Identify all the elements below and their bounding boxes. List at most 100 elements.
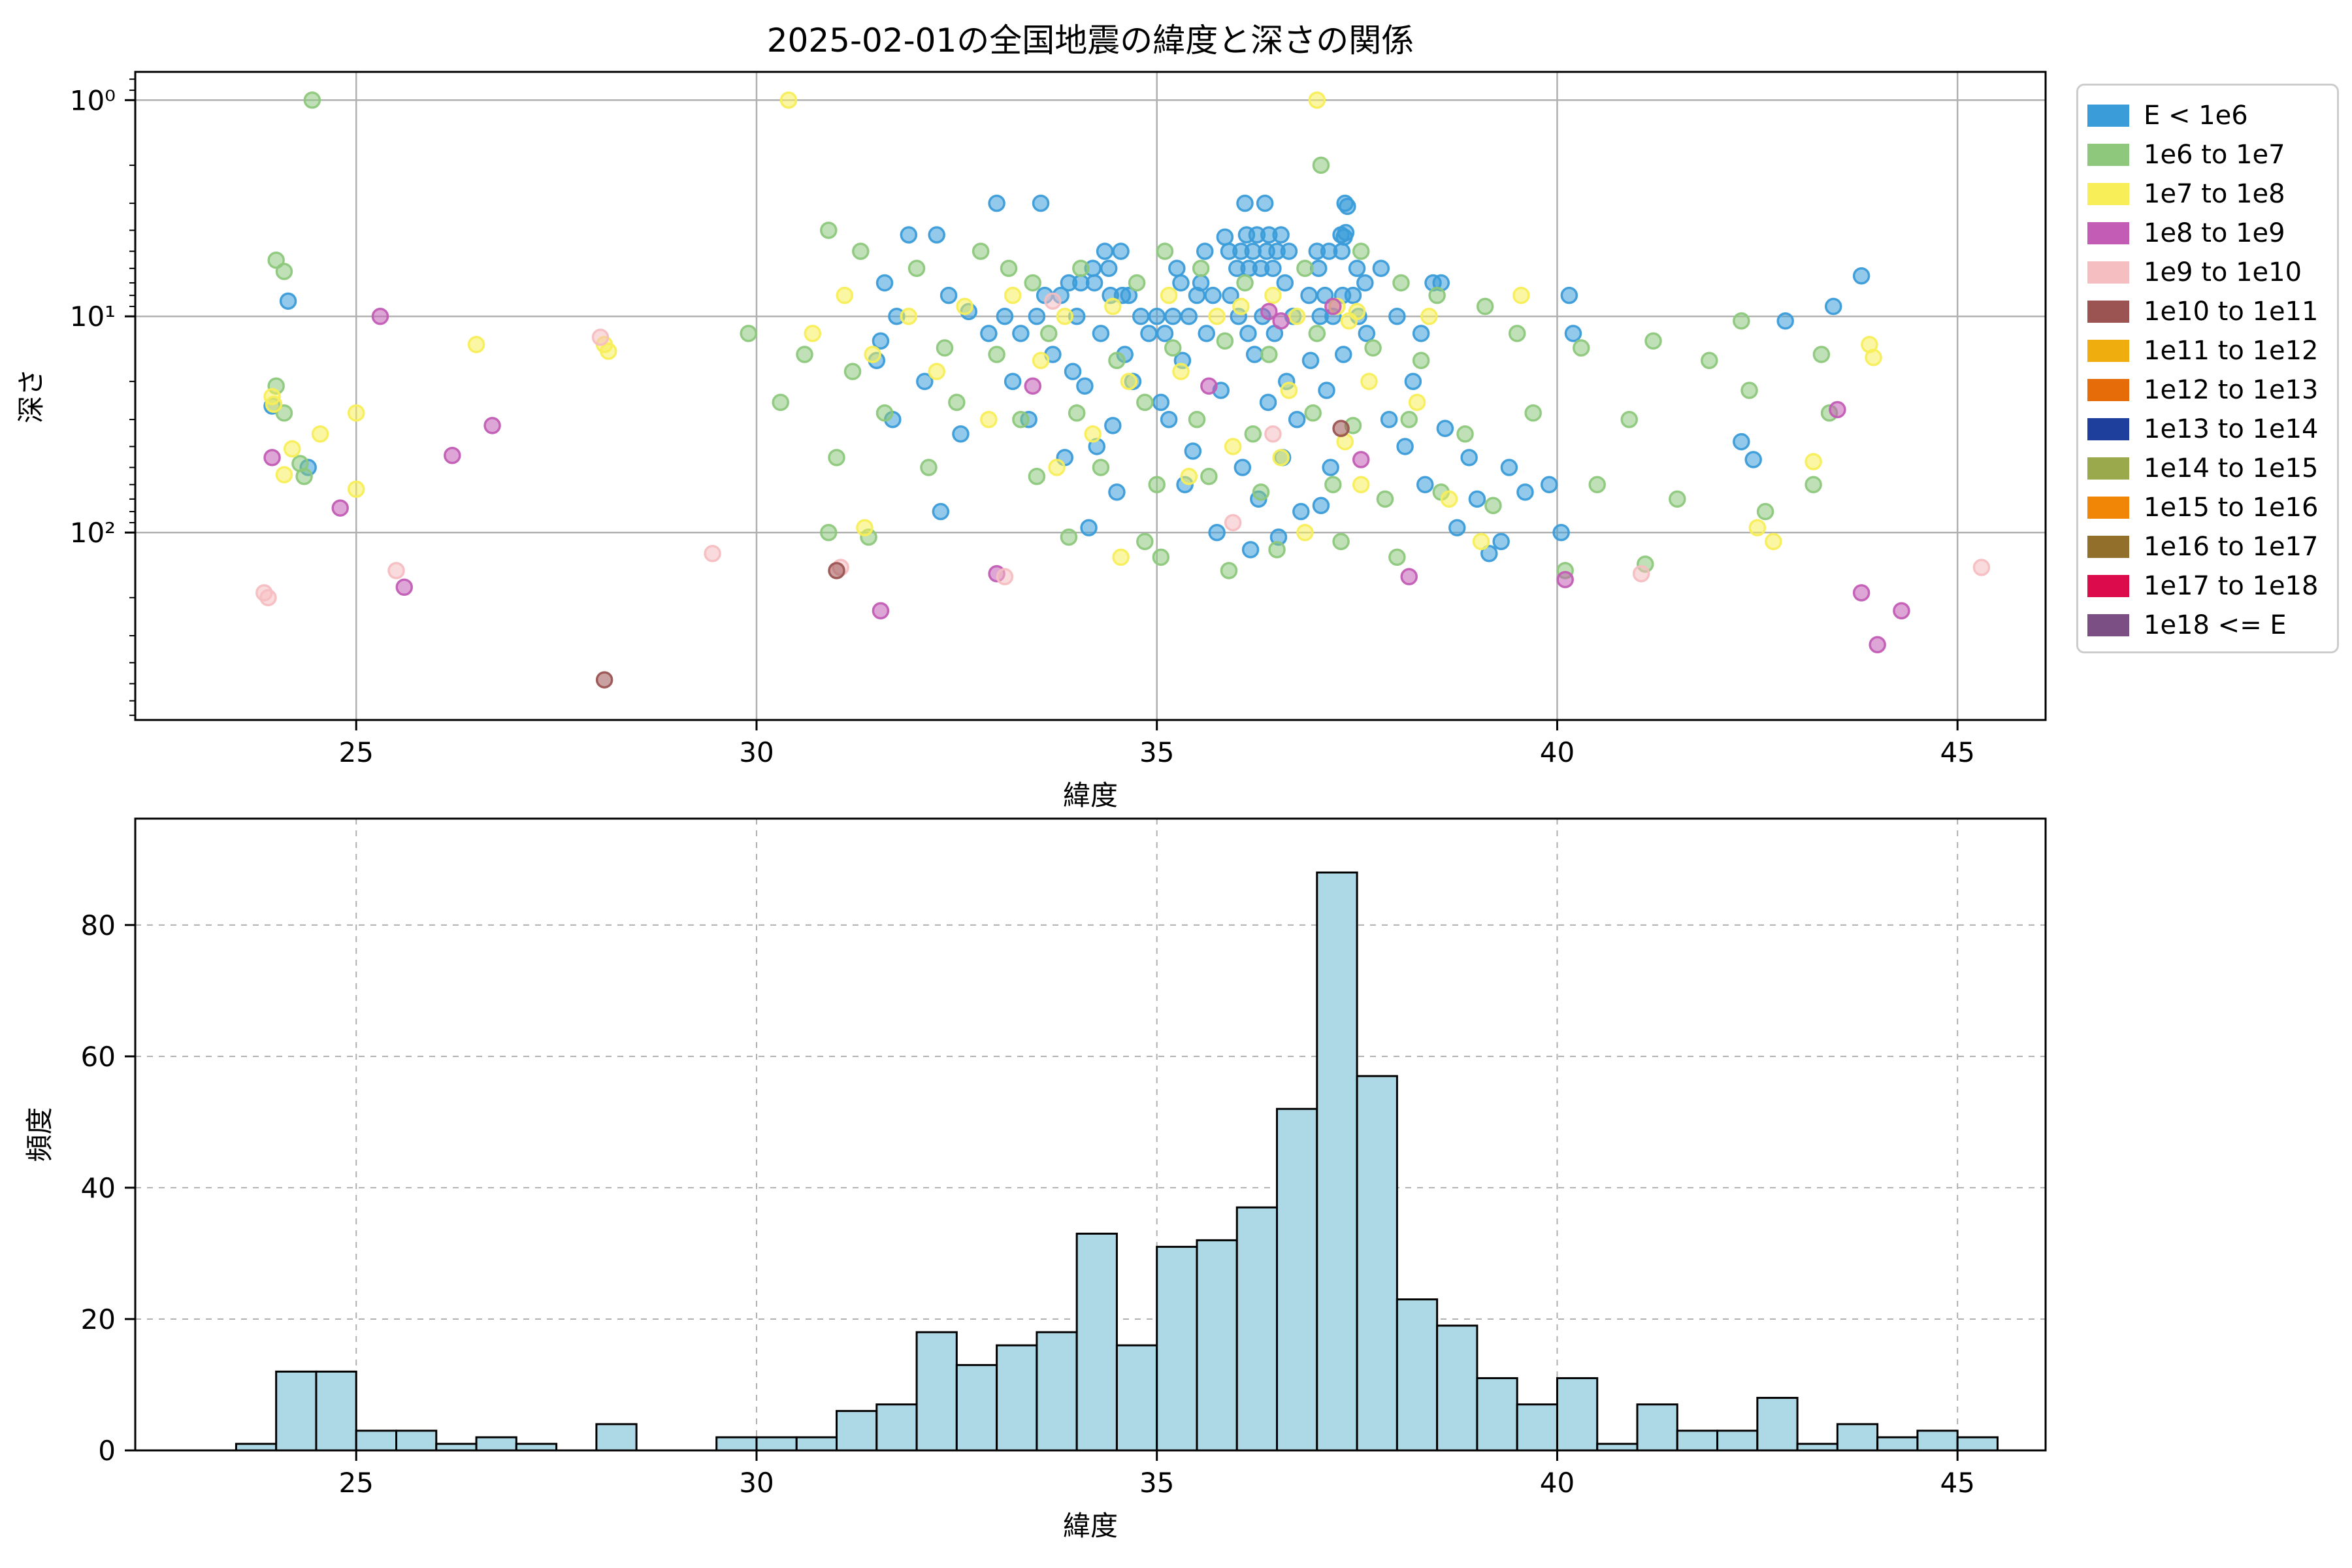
histogram-bar (1436, 1324, 1478, 1452)
legend-item: E < 1e6 (2087, 96, 2337, 135)
histogram-bar (235, 1443, 278, 1452)
scatter-x-tick-label: 35 (1139, 736, 1174, 768)
legend-label: 1e7 to 1e8 (2144, 179, 2285, 209)
histogram-bar (755, 1436, 798, 1452)
legend-swatch (2087, 497, 2129, 519)
legend-item: 1e16 to 1e17 (2087, 527, 2337, 566)
scatter-ylabel: 深さ (15, 368, 47, 423)
histogram-bar (275, 1370, 318, 1452)
legend-label: 1e16 to 1e17 (2144, 532, 2319, 562)
hist-x-tick-label: 40 (1540, 1467, 1575, 1499)
legend-swatch (2087, 301, 2129, 323)
histogram-bar (715, 1436, 758, 1452)
legend-swatch (2087, 418, 2129, 440)
histogram-bar (1276, 1107, 1318, 1452)
histogram-bar (1356, 1075, 1398, 1452)
histogram-bar (1716, 1429, 1759, 1452)
histogram-bar (1156, 1245, 1198, 1452)
legend-label: 1e13 to 1e14 (2144, 414, 2319, 444)
hist-x-tick-label: 25 (339, 1467, 374, 1499)
legend: E < 1e6 1e6 to 1e7 1e7 to 1e8 1e8 to 1e9 1e9… (2076, 84, 2339, 653)
legend-label: 1e8 to 1e9 (2144, 218, 2285, 248)
legend-label: 1e6 to 1e7 (2144, 140, 2285, 170)
scatter-y-tick-label: 10¹ (70, 301, 116, 333)
histogram-bar (595, 1423, 638, 1452)
legend-swatch (2087, 144, 2129, 166)
hist-x-tick-label: 30 (739, 1467, 774, 1499)
histogram-bar (1876, 1436, 1919, 1452)
histogram-bar (1516, 1403, 1558, 1452)
histogram-bar (315, 1370, 357, 1452)
hist-xlabel: 緯度 (1063, 1510, 1118, 1542)
legend-item: 1e6 to 1e7 (2087, 135, 2337, 174)
legend-swatch (2087, 379, 2129, 401)
legend-item: 1e12 to 1e13 (2087, 370, 2337, 410)
histogram-bar (475, 1436, 517, 1452)
histogram-bar (875, 1403, 918, 1452)
legend-item: 1e18 <= E (2087, 606, 2337, 645)
hist-y-tick-label: 20 (81, 1303, 116, 1335)
legend-swatch (2087, 183, 2129, 205)
legend-item: 1e9 to 1e10 (2087, 253, 2337, 292)
histogram-plot: 25 30 35 40 45 0 20 40 60 80 緯度 頻度 (24, 817, 2047, 1542)
legend-item: 1e14 to 1e15 (2087, 449, 2337, 488)
legend-item: 1e11 to 1e12 (2087, 331, 2337, 370)
scatter-series (595, 419, 1350, 689)
legend-label: 1e18 <= E (2144, 610, 2287, 640)
histogram-bar (435, 1443, 478, 1452)
histogram-bar (515, 1443, 558, 1452)
legend-swatch (2087, 614, 2129, 636)
legend-item: 1e7 to 1e8 (2087, 174, 2337, 214)
hist-y-tick-label: 60 (81, 1041, 116, 1073)
histogram-bar (795, 1436, 838, 1452)
histogram-bar (1836, 1423, 1879, 1452)
histogram-bar (1956, 1436, 1999, 1452)
histogram-bar (1115, 1344, 1158, 1452)
histogram-bars (235, 871, 1999, 1452)
legend-item: 1e13 to 1e14 (2087, 410, 2337, 449)
histogram-bar (395, 1429, 438, 1452)
histogram-bar (1676, 1429, 1719, 1452)
legend-swatch (2087, 457, 2129, 480)
histogram-bar (1396, 1298, 1439, 1452)
hist-ylabel: 頻度 (24, 1107, 56, 1162)
legend-label: 1e11 to 1e12 (2144, 336, 2319, 366)
legend-label: 1e10 to 1e11 (2144, 297, 2319, 327)
scatter-y-tick-label: 10⁰ (70, 84, 116, 116)
histogram-bar (915, 1331, 958, 1452)
legend-swatch (2087, 105, 2129, 127)
histogram-bar (836, 1410, 878, 1452)
scatter-series (263, 297, 1910, 653)
scatter-x-tick-label: 40 (1540, 736, 1575, 768)
legend-item: 1e8 to 1e9 (2087, 214, 2337, 253)
scatter-series (255, 292, 1991, 606)
histogram-bar (1596, 1443, 1639, 1452)
histogram-bar (1036, 1331, 1078, 1452)
scatter-y-tick-label: 10² (70, 517, 116, 549)
legend-label: 1e15 to 1e16 (2144, 493, 2319, 523)
legend-swatch (2087, 536, 2129, 558)
histogram-bar (996, 1344, 1038, 1452)
histogram-bar (955, 1364, 998, 1452)
histogram-bar (1756, 1397, 1799, 1452)
legend-label: 1e9 to 1e10 (2144, 257, 2302, 287)
histogram-bar (1235, 1206, 1279, 1452)
scatter-series (263, 91, 1882, 566)
legend-item: 1e10 to 1e11 (2087, 292, 2337, 331)
histogram-bar (1476, 1377, 1518, 1452)
hist-x-tick-label: 45 (1940, 1467, 1974, 1499)
legend-swatch (2087, 340, 2129, 362)
legend-item: 1e17 to 1e18 (2087, 566, 2337, 606)
chart-title: 2025-02-01の全国地震の緯度と深さの関係 (766, 22, 1414, 59)
scatter-x-tick-label: 25 (339, 736, 374, 768)
hist-x-tick-label: 35 (1139, 1467, 1174, 1499)
legend-swatch (2087, 222, 2129, 244)
histogram-bar (1636, 1403, 1678, 1452)
histogram-bar (1196, 1239, 1238, 1452)
histogram-bar (1556, 1377, 1599, 1452)
histogram-bar (1075, 1232, 1118, 1452)
legend-swatch (2087, 261, 2129, 284)
hist-y-tick-label: 40 (81, 1172, 116, 1204)
histogram-bar (1316, 871, 1358, 1452)
